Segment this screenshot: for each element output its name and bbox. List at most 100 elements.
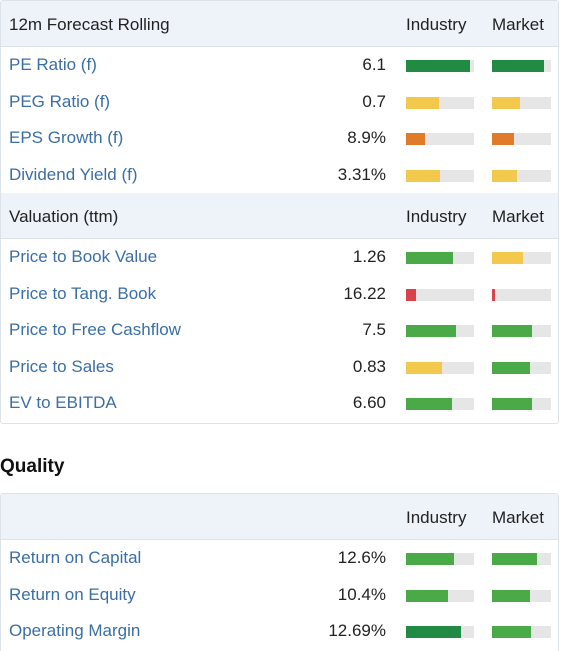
industry-score-fill — [406, 626, 462, 638]
market-score-bar — [492, 626, 551, 638]
metric-row: EV to EBITDA 6.60 — [1, 385, 558, 422]
metric-value: 3.31% — [337, 164, 386, 184]
metric-row: EPS Growth (f) 8.9% — [1, 120, 558, 157]
industry-score-bar — [406, 626, 474, 638]
metric-value: 7.5 — [362, 320, 386, 339]
metric-row: PE Ratio (f) 6.1 — [1, 47, 558, 84]
valuation-title: Valuation (ttm) — [9, 207, 119, 226]
metric-value: 1.26 — [352, 247, 386, 266]
metric-link[interactable]: Operating Margin — [9, 621, 141, 640]
industry-score-fill — [406, 553, 455, 565]
quality-card: Industry Market Return on Capital 12.6% Re… — [0, 493, 559, 651]
industry-score-fill — [406, 361, 443, 374]
valuation-header: Valuation (ttm) Industry Market — [1, 193, 558, 239]
metric-link[interactable]: EV to EBITDA — [9, 393, 117, 412]
industry-score-bar — [406, 288, 474, 301]
industry-score-bar — [406, 60, 474, 72]
market-score-fill — [492, 626, 531, 638]
metric-row: Price to Book Value 1.26 — [1, 239, 558, 276]
metric-link[interactable]: Price to Tang. Book — [9, 283, 157, 303]
metric-link[interactable]: Dividend Yield (f) — [9, 164, 138, 184]
metric-row: PEG Ratio (f) 0.7 — [1, 84, 558, 121]
metric-link[interactable]: PEG Ratio (f) — [9, 91, 111, 111]
quality-rows: Return on Capital 12.6% Return on Equity 10… — [1, 540, 558, 650]
metric-value: 0.7 — [362, 91, 386, 111]
market-score-fill — [492, 325, 533, 337]
metric-value: 10.4% — [337, 584, 386, 604]
industry-score-fill — [406, 96, 439, 109]
valuation-industry-header: Industry — [406, 207, 467, 226]
metric-value: 6.60 — [352, 393, 386, 412]
industry-score-bar — [406, 325, 474, 337]
industry-score-fill — [406, 589, 449, 602]
industry-score-fill — [406, 325, 457, 337]
metric-row: Dividend Yield (f) 3.31% — [1, 157, 558, 194]
metric-row: Price to Sales 0.83 — [1, 349, 558, 386]
industry-score-bar — [406, 252, 474, 264]
market-score-bar — [492, 252, 551, 264]
valuation-rows: Price to Book Value 1.26 Price to Tang. Bo… — [1, 239, 558, 422]
metric-link[interactable]: Return on Equity — [9, 584, 136, 604]
metric-row: Operating Margin 12.69% — [1, 613, 558, 650]
metric-link[interactable]: Price to Book Value — [9, 247, 158, 266]
market-score-fill — [492, 398, 533, 410]
metric-row: Price to Free Cashflow 7.5 — [1, 312, 558, 349]
forecast-market-header: Market — [492, 15, 544, 34]
industry-score-fill — [406, 252, 453, 264]
market-score-bar — [492, 96, 551, 109]
metric-link[interactable]: Price to Free Cashflow — [9, 320, 181, 339]
forecast-industry-header: Industry — [406, 15, 467, 34]
metric-row: Return on Capital 12.6% — [1, 540, 558, 577]
metric-link[interactable]: Price to Sales — [9, 356, 114, 376]
industry-score-fill — [406, 398, 453, 410]
market-score-bar — [492, 398, 551, 410]
valuation-card: Valuation (ttm) Industry Market Price to… — [0, 193, 559, 424]
forecast-card: 12m Forecast Rolling Industry Market PE … — [0, 0, 559, 194]
market-score-bar — [492, 325, 551, 337]
metric-value: 12.6% — [337, 548, 386, 567]
market-score-bar — [492, 133, 551, 145]
metric-value: 0.83 — [352, 356, 386, 376]
industry-score-bar — [406, 133, 474, 145]
market-score-fill — [492, 252, 524, 264]
market-score-bar — [492, 169, 551, 182]
market-score-fill — [492, 169, 517, 182]
market-score-fill — [492, 96, 520, 109]
metric-row: Return on Equity 10.4% — [1, 577, 558, 614]
industry-score-bar — [406, 553, 474, 565]
metric-value: 8.9% — [347, 128, 386, 147]
market-score-bar — [492, 288, 551, 301]
market-score-bar — [492, 553, 551, 565]
industry-score-bar — [406, 169, 474, 182]
market-score-fill — [492, 60, 544, 72]
industry-score-fill — [406, 288, 417, 301]
quality-section-title: Quality — [0, 456, 65, 477]
quality-industry-header: Industry — [406, 508, 467, 527]
industry-score-fill — [406, 169, 440, 182]
industry-score-fill — [406, 133, 426, 145]
industry-score-bar — [406, 589, 474, 602]
market-score-bar — [492, 60, 551, 72]
market-score-fill — [492, 133, 514, 145]
market-score-bar — [492, 361, 551, 374]
market-score-fill — [492, 361, 530, 374]
industry-score-bar — [406, 96, 474, 109]
quality-market-header: Market — [492, 508, 544, 527]
metric-link[interactable]: PE Ratio (f) — [9, 55, 97, 74]
metric-value: 6.1 — [362, 55, 386, 74]
metric-row: Price to Tang. Book 16.22 — [1, 276, 558, 313]
market-score-fill — [492, 589, 530, 602]
forecast-rows: PE Ratio (f) 6.1 PEG Ratio (f) 0.7 EPS Growt… — [1, 47, 558, 193]
forecast-header: 12m Forecast Rolling Industry Market — [1, 1, 558, 47]
metric-value: 12.69% — [328, 621, 386, 640]
quality-header: Industry Market — [1, 494, 558, 540]
industry-score-bar — [406, 361, 474, 374]
metric-link[interactable]: EPS Growth (f) — [9, 128, 124, 147]
market-score-bar — [492, 589, 551, 602]
market-score-fill — [492, 288, 495, 301]
metric-value: 16.22 — [343, 283, 386, 303]
valuation-market-header: Market — [492, 207, 544, 226]
market-score-fill — [492, 553, 537, 565]
metric-link[interactable]: Return on Capital — [9, 548, 142, 567]
industry-score-fill — [406, 60, 470, 72]
